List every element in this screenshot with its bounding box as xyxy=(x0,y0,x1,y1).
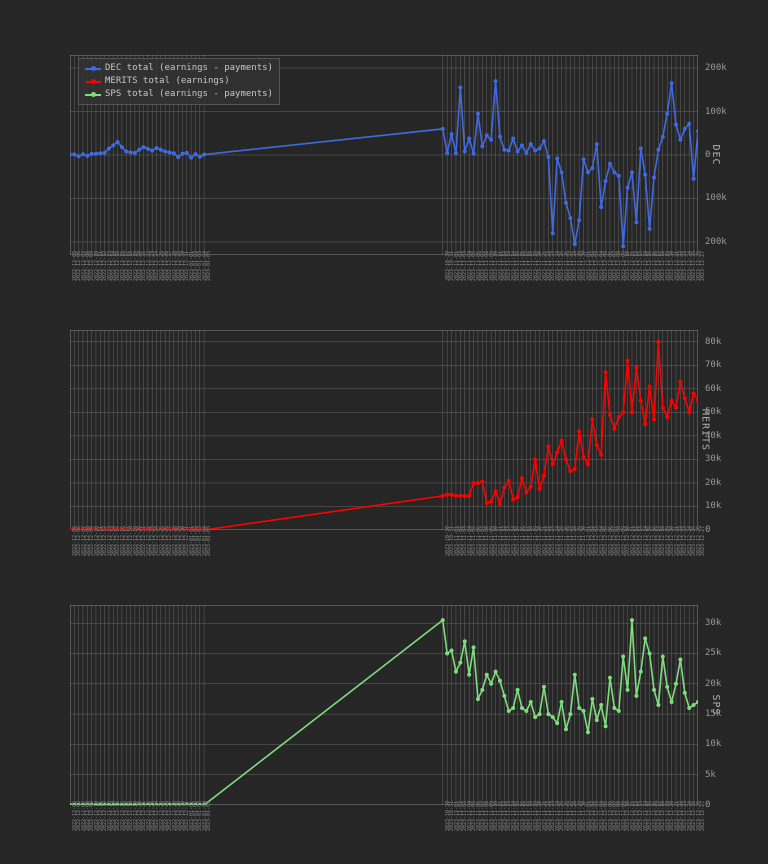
chart-merits: MERITS010k20k30k40k50k60k70k80k2022-12-0… xyxy=(70,330,698,530)
ytick-label: 10k xyxy=(705,501,743,511)
ytick-label: 100k xyxy=(705,107,743,117)
legend-swatch xyxy=(85,81,101,83)
ytick-label: 60k xyxy=(705,384,743,394)
ytick-label: 100k xyxy=(705,193,743,203)
ytick-label: 70k xyxy=(705,360,743,370)
ytick-label: 40k xyxy=(705,431,743,441)
ytick-label: 30k xyxy=(705,618,743,628)
xticks: 2022-12-052022-12-062022-12-072022-12-08… xyxy=(70,805,698,835)
legend: DEC total (earnings - payments)MERITS to… xyxy=(78,58,280,105)
ytick-label: 200k xyxy=(705,237,743,247)
series-line xyxy=(70,81,698,246)
legend-label: MERITS total (earnings) xyxy=(105,75,230,88)
series-line xyxy=(70,620,698,805)
ytick-label: 20k xyxy=(705,478,743,488)
chart-svg xyxy=(70,605,698,805)
legend-item: SPS total (earnings - payments) xyxy=(85,88,273,101)
xtick-label: 2023-12-27 xyxy=(700,251,706,281)
xtick-label: 2023-12-27 xyxy=(700,526,706,556)
ytick-label: 5k xyxy=(705,770,743,780)
chart-svg xyxy=(70,330,698,530)
chart-sps: SPS05k10k15k20k25k30k2022-12-052022-12-0… xyxy=(70,605,698,805)
legend-item: MERITS total (earnings) xyxy=(85,75,273,88)
ytick-label: 30k xyxy=(705,454,743,464)
ytick-label: 0 xyxy=(705,525,743,535)
ytick-label: 25k xyxy=(705,648,743,658)
xtick-label: 2023-01-05 xyxy=(206,801,212,831)
ytick-label: 80k xyxy=(705,337,743,347)
ytick-label: 20k xyxy=(705,679,743,689)
ytick-label: 0 xyxy=(705,150,743,160)
legend-swatch xyxy=(85,94,101,96)
ytick-label: 0 xyxy=(705,800,743,810)
xtick-label: 2023-01-05 xyxy=(206,251,212,281)
legend-label: DEC total (earnings - payments) xyxy=(105,62,273,75)
xtick-label: 2023-12-27 xyxy=(700,801,706,831)
ytick-label: 50k xyxy=(705,407,743,417)
legend-swatch xyxy=(85,68,101,70)
ytick-label: 15k xyxy=(705,709,743,719)
ytick-label: 10k xyxy=(705,739,743,749)
ytick-label: 200k xyxy=(705,63,743,73)
xtick-label: 2023-01-05 xyxy=(206,526,212,556)
xticks: 2022-12-052022-12-062022-12-072022-12-08… xyxy=(70,530,698,560)
legend-item: DEC total (earnings - payments) xyxy=(85,62,273,75)
legend-label: SPS total (earnings - payments) xyxy=(105,88,273,101)
xticks: 2022-12-052022-12-062022-12-072022-12-08… xyxy=(70,255,698,285)
